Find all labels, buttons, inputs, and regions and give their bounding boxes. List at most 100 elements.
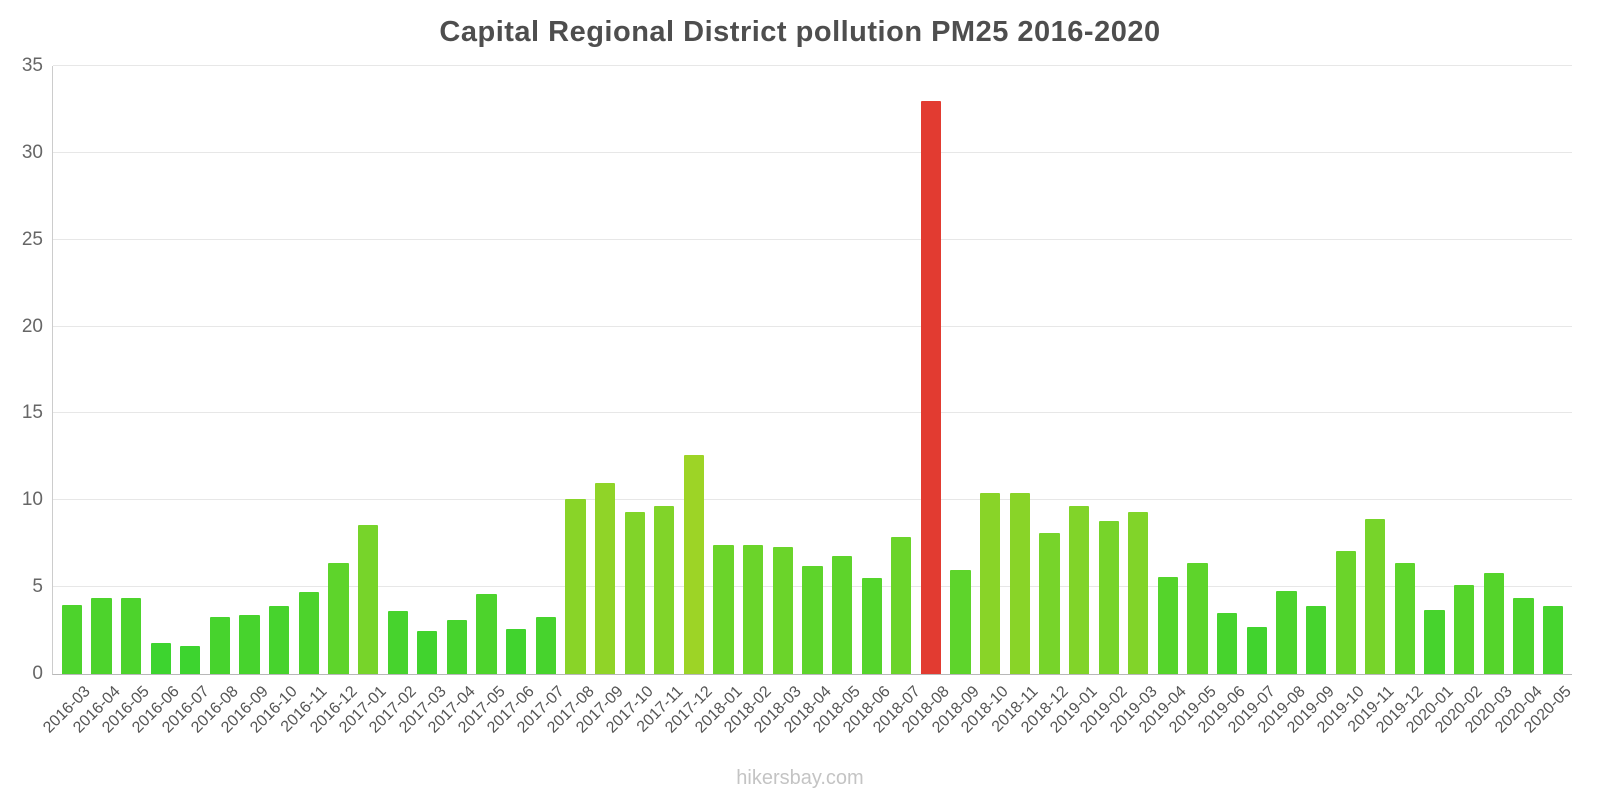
bar-2017-10: [624, 512, 645, 674]
bar-2019-04: [1157, 576, 1178, 674]
bar-2019-01: [1068, 505, 1090, 674]
bar-slot: 2017-03: [396, 66, 449, 737]
bar-2019-08: [1276, 590, 1297, 674]
bar-slot: 2016-07: [159, 66, 212, 737]
watermark: hikersbay.com: [736, 767, 864, 789]
gridline: [53, 65, 1572, 66]
bar-slot: 2018-09: [929, 66, 983, 737]
bar-2018-12: [1039, 533, 1060, 674]
bar-slot: 2017-02: [366, 66, 420, 737]
bar-slot: 2019-08: [1255, 66, 1308, 737]
bar-slot: 2020-02: [1433, 66, 1486, 737]
bar-2016-07: [180, 646, 201, 674]
y-axis: 0 5 10 15 20 25 30 35: [22, 55, 1572, 684]
plot-area: 0 5 10 15 20 25 30 35 2016-03 2016-04 2016-05 2016…: [22, 55, 1575, 737]
bar-slot: 2019-05: [1166, 66, 1220, 737]
bar-2018-08: [920, 100, 941, 674]
gridline: [53, 412, 1572, 414]
bar-2019-03: [1128, 512, 1149, 674]
bar-2019-07: [1246, 627, 1267, 674]
gridline: [53, 151, 1572, 153]
bar-slot: 2017-09: [574, 66, 627, 737]
bar-slot: 2018-03: [751, 66, 805, 737]
chart-title: Capital Regional District pollution PM25…: [439, 16, 1161, 48]
bar-slot: 2017-06: [485, 66, 538, 737]
bar-2016-12: [328, 562, 349, 674]
bar-slot: 2016-09: [218, 66, 272, 737]
bar-slot: 2019-12: [1373, 66, 1427, 737]
bar-slot: 2019-07: [1225, 66, 1279, 737]
bar-slot: 2016-08: [188, 66, 242, 737]
bar-2018-10: [980, 493, 1001, 674]
gridline: [53, 499, 1572, 501]
bar-2018-11: [1009, 493, 1030, 674]
y-tick-label: 0: [32, 663, 43, 684]
bar-slot: 2020-01: [1403, 66, 1457, 737]
bar-slot: 2017-10: [603, 66, 657, 737]
bar-2020-04: [1513, 597, 1534, 674]
bar-slot: 2016-12: [307, 66, 360, 737]
bar-2018-05: [831, 555, 853, 674]
bar-2019-05: [1187, 562, 1208, 674]
bar-slot: 2017-04: [425, 66, 479, 737]
bar-2019-12: [1394, 562, 1415, 674]
bar-2017-03: [417, 630, 438, 674]
bar-slot: 2020-03: [1462, 66, 1516, 737]
bar-2018-02: [743, 545, 764, 674]
bar-2018-06: [861, 578, 882, 674]
bar-2017-08: [565, 498, 586, 674]
bar-2020-01: [1424, 609, 1445, 674]
bar-2019-10: [1335, 550, 1356, 674]
bar-slot: 2018-12: [1018, 66, 1071, 737]
bar-series: 2016-03 2016-04 2016-05 2016-06 2016-07 2016-…: [40, 66, 1575, 737]
bar-2020-02: [1454, 585, 1475, 674]
bar-slot: 2017-08: [544, 66, 597, 737]
bar-slot: 2018-08: [899, 66, 953, 737]
bar-slot: 2017-11: [634, 66, 686, 736]
bar-2017-11: [654, 505, 675, 674]
bar-2019-02: [1098, 521, 1119, 674]
y-tick-label: 10: [21, 489, 43, 511]
bar-2016-06: [150, 642, 171, 674]
bar-2016-04: [91, 597, 112, 674]
bar-slot: 2018-05: [811, 66, 864, 737]
bar-2017-02: [387, 611, 408, 674]
bar-2017-12: [683, 455, 704, 674]
bar-slot: 2019-11: [1345, 66, 1397, 736]
bar-slot: 2016-11: [278, 66, 331, 736]
bar-slot: 2017-05: [455, 66, 509, 737]
bar-slot: 2018-02: [722, 66, 775, 737]
bar-2017-04: [446, 620, 467, 674]
bar-slot: 2018-01: [692, 66, 746, 737]
bar-2017-01: [357, 524, 379, 674]
bar-slot: 2019-01: [1048, 66, 1101, 737]
bar-2019-09: [1305, 606, 1327, 674]
gridline: [53, 325, 1572, 327]
y-tick-label: 30: [21, 141, 43, 163]
bar-2017-09: [594, 482, 616, 674]
bar-slot: 2019-04: [1136, 66, 1190, 737]
bar-2018-01: [713, 545, 734, 674]
bar-slot: 2018-07: [870, 66, 923, 737]
bar-slot: 2019-03: [1107, 66, 1160, 737]
bar-slot: 2019-02: [1077, 66, 1131, 737]
bar-2016-10: [269, 606, 290, 674]
gridline: [53, 238, 1572, 240]
bar-slot: 2016-05: [100, 66, 153, 737]
bar-slot: 2016-03: [40, 66, 94, 737]
y-tick-label: 20: [21, 315, 43, 337]
bar-slot: 2016-06: [129, 66, 183, 737]
bar-2016-09: [239, 614, 260, 674]
bar-2017-06: [506, 628, 527, 674]
bar-2017-07: [535, 616, 556, 674]
bar-slot: 2019-10: [1314, 66, 1368, 737]
bar-2018-03: [772, 547, 793, 674]
bar-slot: 2018-04: [781, 66, 834, 737]
bar-2018-04: [802, 566, 823, 674]
bar-2018-07: [891, 536, 912, 674]
bar-slot: 2017-12: [662, 66, 716, 737]
bar-slot: 2018-11: [989, 66, 1042, 736]
bar-2020-05: [1542, 606, 1564, 674]
bar-slot: 2017-01: [337, 66, 390, 737]
